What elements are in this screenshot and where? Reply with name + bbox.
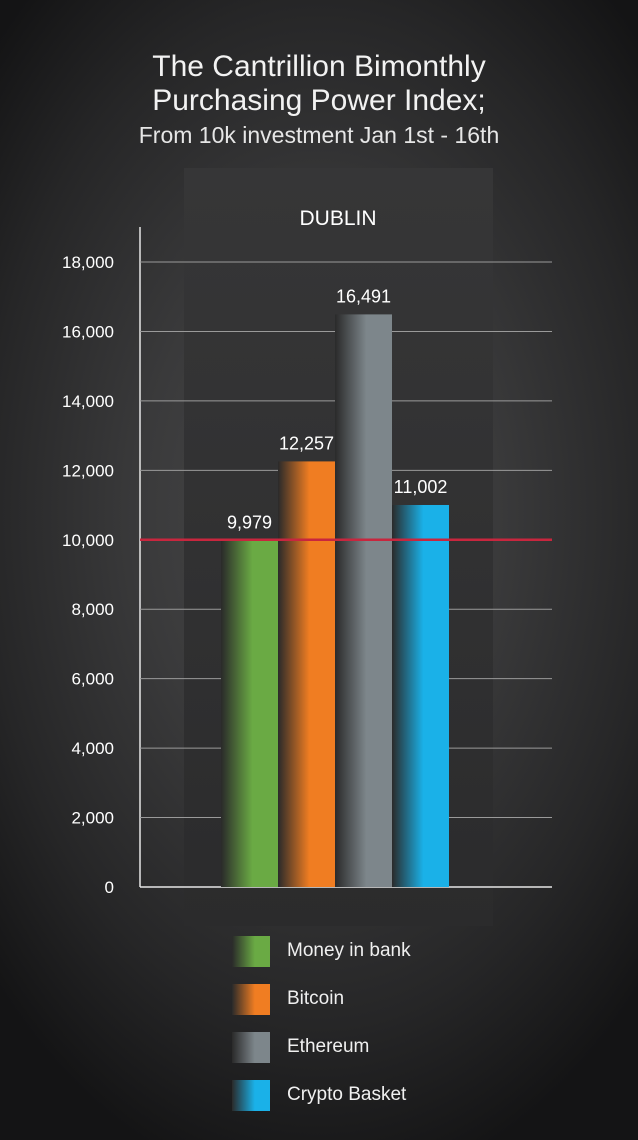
y-tick-label: 10,000 <box>62 531 114 550</box>
y-tick-label: 2,000 <box>71 809 114 828</box>
bar-ethereum <box>335 314 392 887</box>
chart-title-line-1: The Cantrillion Bimonthly <box>152 50 486 83</box>
bar-value-label: 12,257 <box>279 433 334 453</box>
bar-value-label: 11,002 <box>394 477 448 497</box>
chart-subtitle: From 10k investment Jan 1st - 16th <box>138 122 500 148</box>
legend-label: Ethereum <box>287 1036 370 1057</box>
legend-label: Money in bank <box>287 940 411 961</box>
y-tick-label: 18,000 <box>62 253 114 272</box>
legend-swatch <box>232 1080 270 1111</box>
bar-value-label: 9,979 <box>227 513 272 533</box>
bar-chart: 0 2,000 4,000 6,000 8,000 10,000 12,000 14,000 1… <box>62 207 552 897</box>
bar-crypto-basket <box>392 504 449 887</box>
y-tick-label: 0 <box>105 878 114 897</box>
y-tick-label: 12,000 <box>62 461 114 480</box>
legend-swatch <box>232 936 270 967</box>
y-tick-label: 6,000 <box>71 670 114 689</box>
y-tick-label: 8,000 <box>71 600 114 619</box>
bar-money-in-bank <box>221 540 278 887</box>
legend-label: Crypto Basket <box>287 1084 407 1105</box>
legend-swatch <box>232 1032 270 1063</box>
bar-bitcoin <box>278 461 335 887</box>
bar-value-label: 16,491 <box>336 286 391 306</box>
legend-swatch <box>232 984 270 1015</box>
y-tick-label: 4,000 <box>71 739 114 758</box>
y-tick-label: 16,000 <box>62 322 114 341</box>
chart-title-line-2: Purchasing Power Index; <box>152 84 486 117</box>
y-tick-label: 14,000 <box>62 392 114 411</box>
chart-title-block: The Cantrillion Bimonthly Purchasing Pow… <box>0 50 638 150</box>
panel-label: DUBLIN <box>299 207 376 230</box>
legend-label: Bitcoin <box>287 988 345 1009</box>
